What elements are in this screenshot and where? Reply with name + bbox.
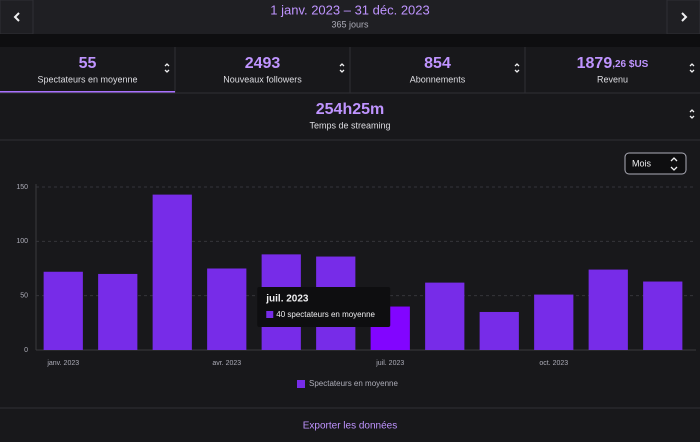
sort-icon — [339, 63, 345, 73]
stat-value: 854 — [424, 55, 451, 72]
bar — [152, 194, 192, 350]
x-tick-label: oct. 2023 — [539, 360, 568, 367]
stat-cell[interactable] — [525, 47, 700, 93]
stat-value-main: 1879 — [577, 55, 613, 72]
prev-icon — [13, 12, 20, 22]
y-tick-label: 0 — [24, 347, 28, 354]
tooltip-text: 40 spectateurs en moyenne — [276, 310, 375, 319]
tooltip-title: juil. 2023 — [265, 294, 309, 305]
prev-button[interactable] — [0, 0, 34, 35]
spacer — [0, 34, 700, 47]
stat-label: Spectateurs en moyenne — [37, 74, 137, 84]
tooltip-swatch — [266, 311, 274, 318]
select-icon — [670, 157, 678, 171]
selected-indicator — [0, 91, 175, 93]
legend-label: Spectateurs en moyenne — [309, 379, 398, 388]
x-tick-label: avr. 2023 — [212, 360, 241, 367]
bar — [479, 311, 519, 350]
stat-value: 2493 — [245, 55, 281, 72]
stat-label: Revenu — [597, 74, 628, 84]
sort-icon — [164, 63, 170, 73]
tooltip — [257, 287, 391, 327]
x-tick-label: janv. 2023 — [46, 360, 79, 367]
legend-swatch — [297, 380, 305, 388]
stat-label: Abonnements — [410, 74, 466, 84]
stat-value-suffix: ,26 $US — [612, 59, 648, 70]
day-count: 365 jours — [331, 19, 369, 29]
export-button[interactable]: Exporter les données — [303, 421, 398, 432]
bar — [207, 268, 247, 350]
period-select[interactable] — [624, 152, 687, 175]
sort-icon — [514, 63, 520, 73]
stat-value: 55 — [79, 55, 97, 72]
stat-label: Temps de streaming — [309, 120, 390, 130]
stat-label: Nouveaux followers — [223, 74, 302, 84]
y-tick-label: 50 — [20, 293, 28, 300]
bar — [643, 281, 683, 350]
period-select-label: Mois — [632, 158, 652, 168]
next-icon — [681, 12, 688, 22]
bar — [43, 271, 83, 350]
bar — [588, 269, 628, 350]
date-range: 1 janv. 2023 – 31 déc. 2023 — [270, 2, 430, 17]
header-bar — [0, 0, 700, 34]
y-tick-label: 150 — [16, 184, 28, 191]
sort-icon — [689, 63, 695, 73]
bar — [534, 294, 574, 350]
stat-value: 254h25m — [316, 101, 385, 118]
bar — [98, 273, 138, 350]
y-tick-label: 100 — [16, 238, 28, 245]
bar — [425, 282, 465, 350]
x-tick-label: juil. 2023 — [375, 360, 404, 367]
sort-icon — [689, 109, 695, 119]
next-button[interactable] — [666, 0, 700, 35]
stat-value: 1879,26 $US — [577, 55, 649, 72]
